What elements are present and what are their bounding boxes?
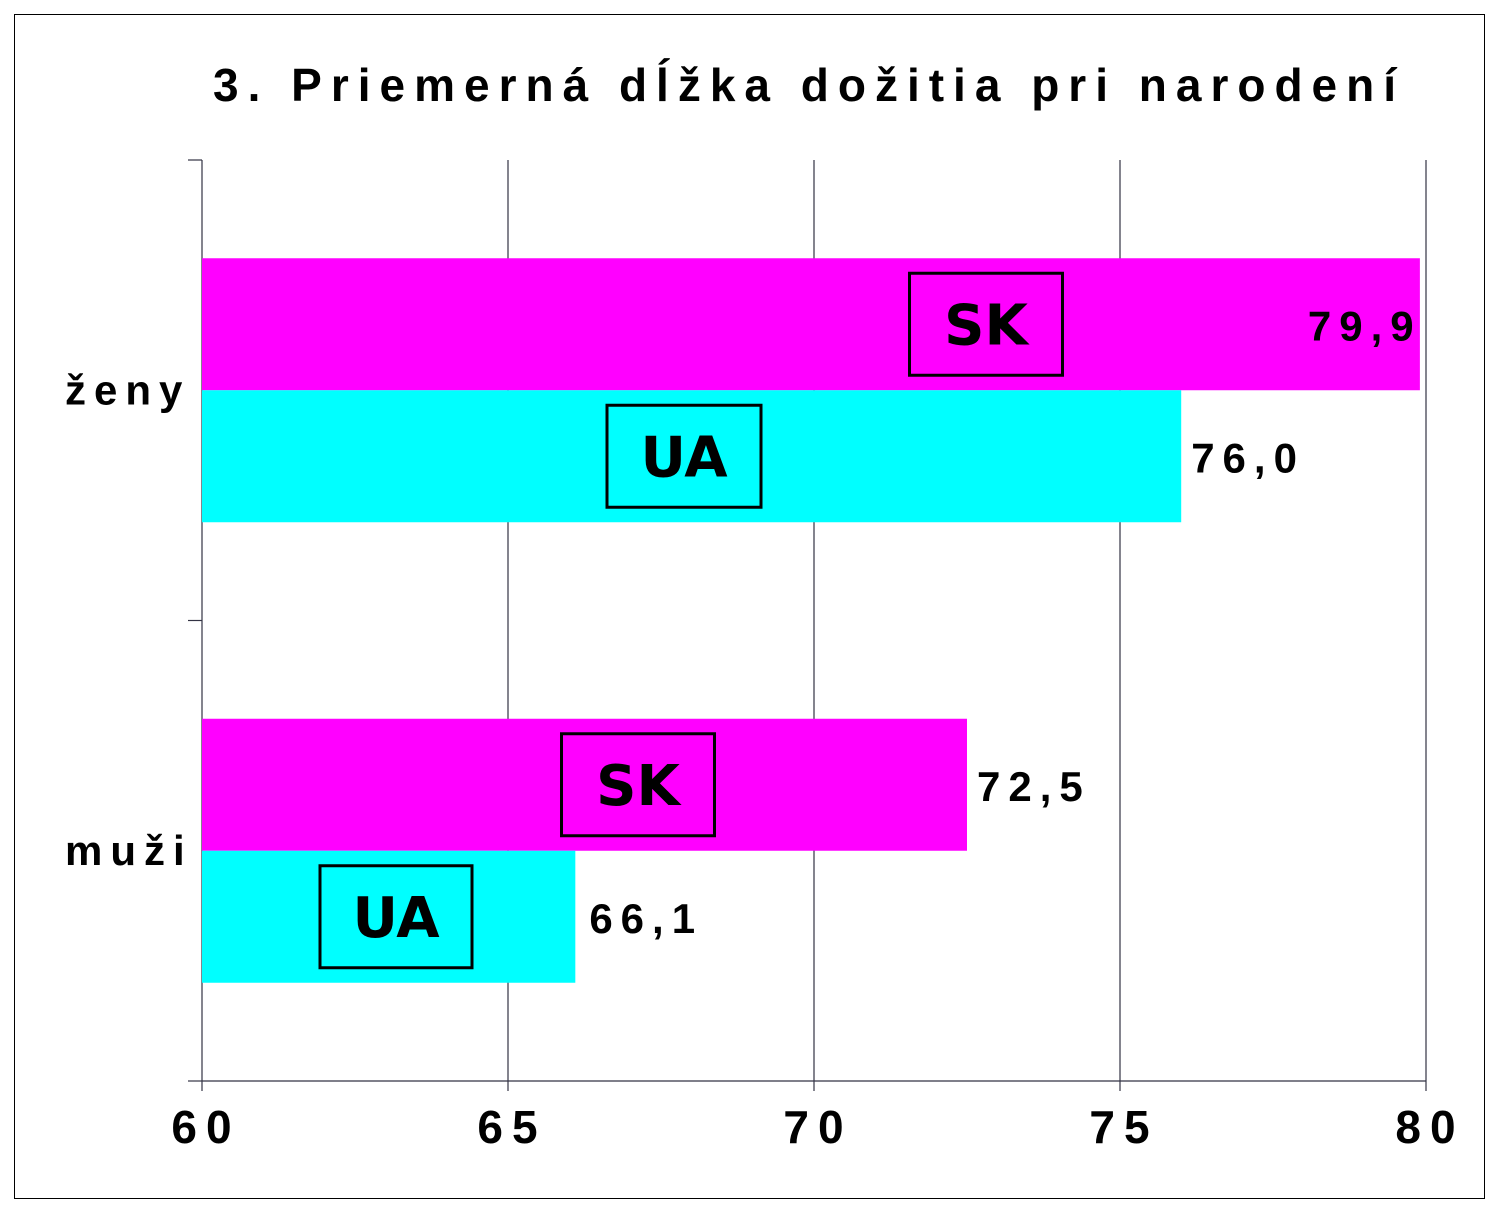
series-tag-box [560,732,716,838]
chart-frame: 3. Priemerná dĺžka dožitia pri narodení … [14,14,1485,1199]
labels: 60 65 70 75 80 ženy SK 79,9 UA 76,0 muži SK 72,5 UA 66… [65,271,1464,1153]
series-tag-box [318,864,474,970]
x-tick-label: 80 [1395,1101,1464,1153]
x-tick-label: 70 [783,1101,852,1153]
category-label: muži [65,827,193,874]
x-tick-label: 75 [1089,1101,1158,1153]
chart-title: 3. Priemerná dĺžka dožitia pri narodení [213,58,1405,111]
data-label: 72,5 [977,763,1091,810]
data-label: 66,1 [589,895,703,942]
x-tick-label: 65 [477,1101,546,1153]
series-tag-label: UA [640,425,728,490]
data-label: 79,9 [1308,302,1422,349]
series-tag-label: SK [944,293,1030,358]
series-tag-box [908,271,1064,377]
bar [202,850,576,983]
category-label: ženy [65,366,190,413]
bar [202,258,1420,391]
series-tag-box [605,403,763,509]
data-label: 76,0 [1191,434,1305,481]
series-tag-label: SK [596,754,682,819]
bar [202,390,1182,523]
bars [202,258,1420,983]
bar [202,718,967,851]
x-tick-label: 60 [171,1101,240,1153]
series-tag-label: UA [352,886,440,951]
bar-chart: 3. Priemerná dĺžka dožitia pri narodení … [65,58,1464,1153]
